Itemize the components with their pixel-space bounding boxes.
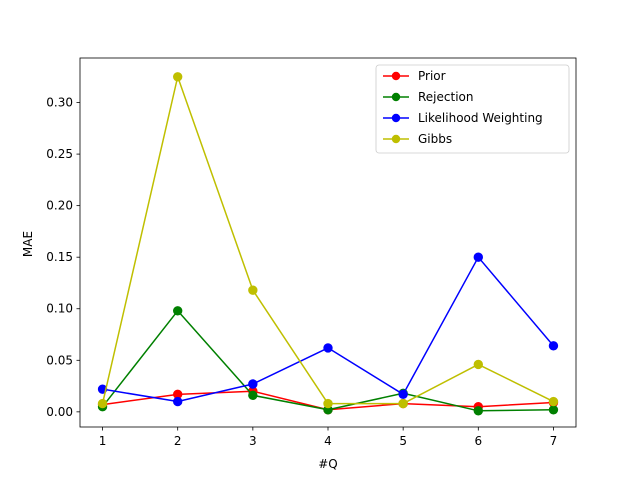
data-point-likelihood-weighting	[398, 389, 408, 400]
y-tick-label: 0.20	[46, 199, 73, 213]
y-tick-label: 0.25	[46, 147, 73, 161]
data-point-rejection	[248, 390, 258, 401]
y-tick-label: 0.00	[46, 405, 73, 419]
x-tick-label: 3	[249, 434, 257, 448]
x-tick-label: 2	[174, 434, 182, 448]
legend-marker-gibbs	[391, 134, 401, 144]
data-point-gibbs	[548, 396, 559, 407]
legend-box	[375, 64, 570, 154]
data-point-rejection	[473, 406, 484, 416]
x-tick-label: 1	[99, 434, 107, 448]
axes-frame	[79, 57, 577, 428]
legend: Prior Rejection Likelihood Weighting Gibbs	[375, 64, 570, 154]
legend-marker-likelihood-weighting	[391, 113, 401, 123]
data-point-gibbs	[323, 398, 333, 409]
plot-area: 1 2 3 4 5 6 7 0.00 0.05 0.10 0.15 0.20 0.25 0.30 Prior…	[46, 57, 577, 448]
y-axis-label: MAE	[21, 231, 35, 257]
y-tick-label: 0.15	[46, 250, 73, 264]
legend-marker-prior	[391, 71, 401, 81]
legend-label-prior: Prior	[418, 69, 446, 83]
data-point-likelihood-weighting	[548, 341, 559, 351]
legend-label-gibbs: Gibbs	[418, 132, 452, 146]
data-point-gibbs	[398, 398, 408, 409]
legend-marker-rejection	[391, 92, 401, 102]
x-tick-label: 6	[474, 434, 482, 448]
data-point-likelihood-weighting	[172, 396, 183, 407]
x-axis-label: #Q	[318, 457, 338, 471]
x-tick-label: 4	[324, 434, 332, 448]
y-tick-label: 0.05	[46, 353, 73, 367]
data-point-rejection	[548, 405, 559, 415]
x-tick-label: 7	[550, 434, 558, 448]
data-point-likelihood-weighting	[323, 343, 333, 353]
data-point-gibbs	[473, 359, 484, 370]
legend-label-rejection: Rejection	[418, 90, 473, 104]
data-point-gibbs	[97, 398, 108, 409]
y-tick-label: 0.10	[46, 302, 73, 316]
x-tick-label: 5	[399, 434, 407, 448]
data-point-likelihood-weighting	[473, 252, 484, 262]
legend-label-likelihood-weighting: Likelihood Weighting	[418, 111, 543, 125]
data-point-gibbs	[248, 285, 258, 295]
data-point-rejection	[172, 306, 183, 316]
data-point-likelihood-weighting	[248, 379, 258, 389]
y-tick-label: 0.30	[46, 96, 73, 110]
data-point-gibbs	[172, 72, 183, 82]
